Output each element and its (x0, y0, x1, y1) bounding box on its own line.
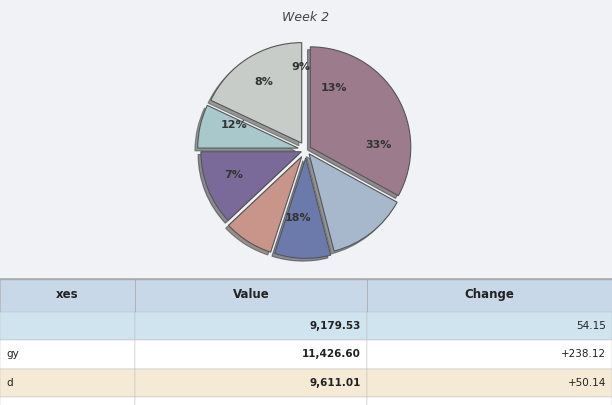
Bar (367, 397, 612, 405)
Bar (367, 312, 612, 340)
Wedge shape (228, 157, 302, 252)
Bar (135, 312, 367, 340)
Text: xes: xes (56, 288, 78, 301)
Bar (0, 278, 135, 312)
Bar (0, 340, 135, 369)
Wedge shape (309, 154, 397, 251)
Text: 13%: 13% (321, 83, 348, 93)
Text: d: d (6, 378, 13, 388)
Text: 11,426.60: 11,426.60 (302, 350, 361, 360)
Text: 9%: 9% (291, 62, 310, 72)
Wedge shape (275, 158, 330, 258)
Text: 18%: 18% (285, 213, 312, 223)
Text: Value: Value (233, 288, 269, 301)
Text: 9,179.53: 9,179.53 (310, 321, 361, 331)
Wedge shape (198, 105, 298, 148)
Wedge shape (310, 47, 411, 196)
Text: 8%: 8% (255, 77, 273, 87)
Bar (367, 278, 612, 312)
Bar (0, 312, 135, 340)
Text: 9,611.01: 9,611.01 (310, 378, 361, 388)
Bar (0, 369, 135, 397)
Bar (135, 369, 367, 397)
Text: 54.15: 54.15 (576, 321, 606, 331)
Wedge shape (201, 152, 301, 220)
Bar (135, 340, 367, 369)
Text: 7%: 7% (224, 170, 243, 180)
Text: +238.12: +238.12 (561, 350, 606, 360)
Text: 33%: 33% (365, 140, 392, 150)
Text: +50.14: +50.14 (567, 378, 606, 388)
Bar (135, 397, 367, 405)
Wedge shape (211, 43, 302, 143)
Title: Week 2: Week 2 (282, 11, 330, 24)
Text: 12%: 12% (220, 120, 247, 130)
Text: gy: gy (6, 350, 19, 360)
Bar (0, 397, 135, 405)
Bar (367, 340, 612, 369)
Text: Change: Change (465, 288, 515, 301)
Bar (135, 278, 367, 312)
Bar (367, 369, 612, 397)
